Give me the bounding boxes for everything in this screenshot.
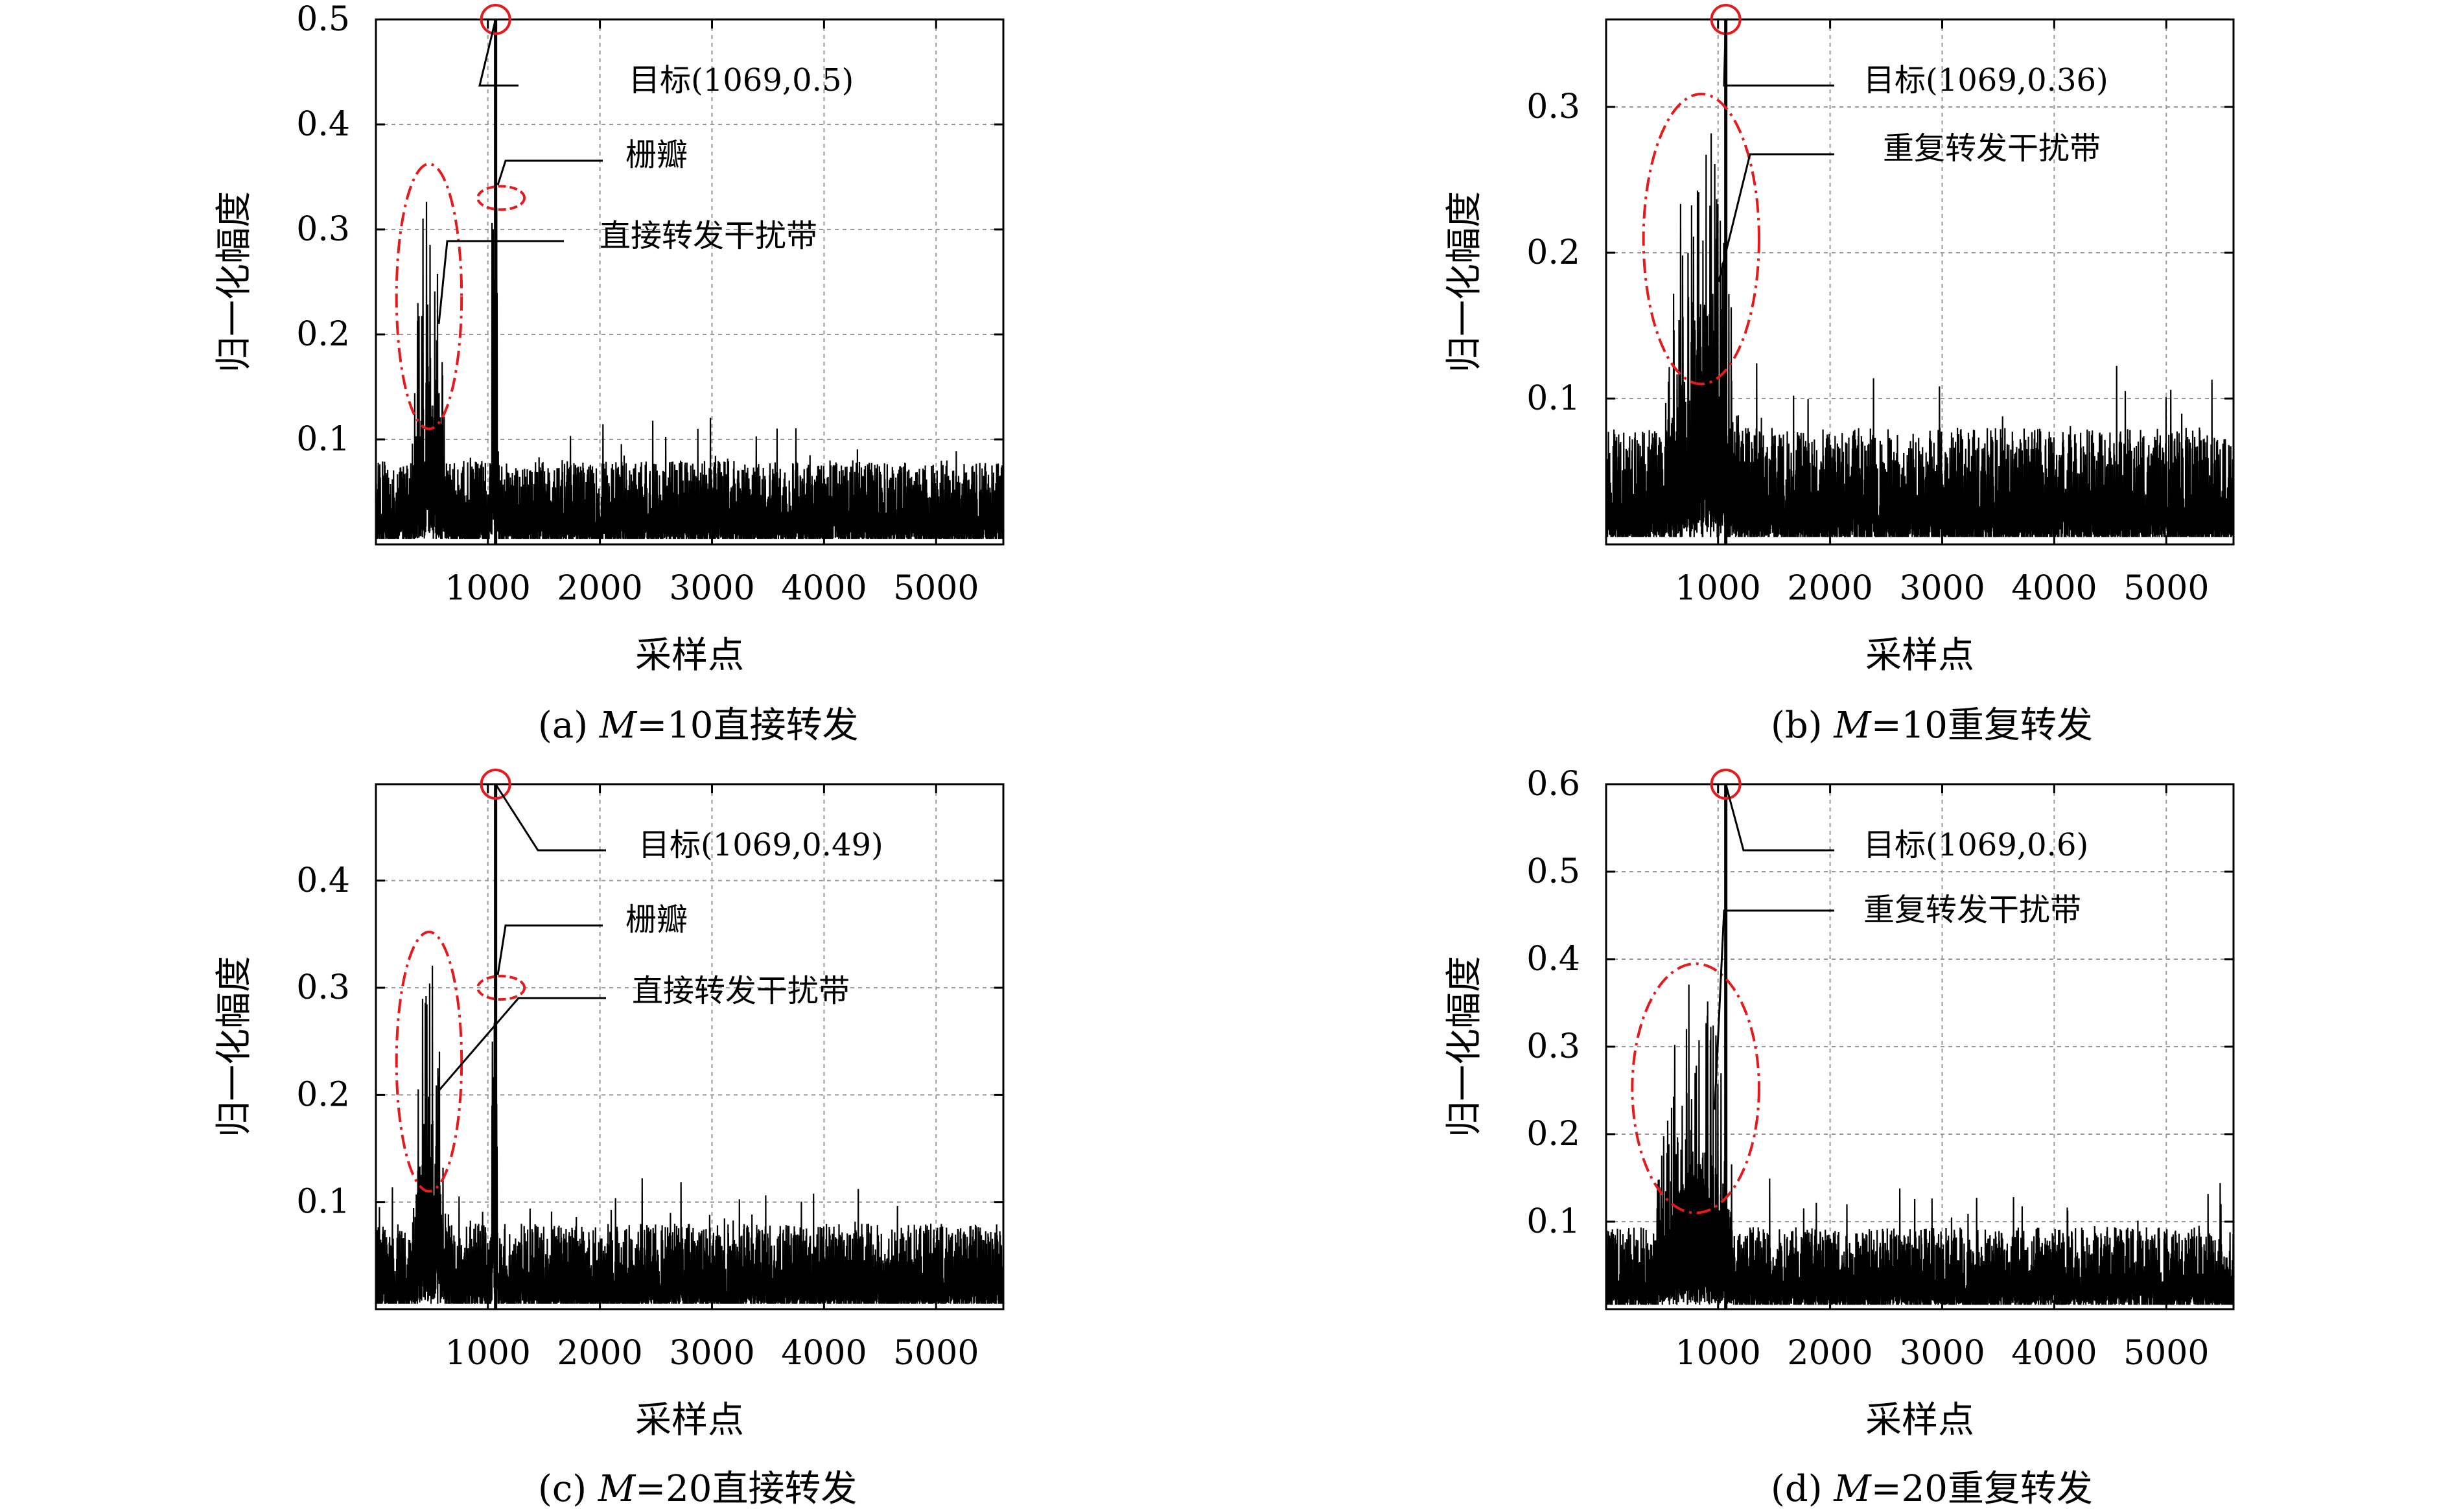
plot-frame-b — [1605, 18, 2235, 546]
target-marker-c — [480, 769, 511, 800]
signal-trace-d — [1605, 784, 2235, 1305]
grating-label-a: 栅瓣 — [625, 137, 688, 173]
x-tick-label-b: 4000 — [2011, 569, 2097, 608]
jamming-band-ellipse-c — [395, 930, 463, 1193]
y-tick-label-d: 0.5 — [1526, 852, 1580, 891]
y-tick-label-a: 0.3 — [296, 210, 350, 249]
band-leader-d — [1713, 909, 1834, 1110]
band-label-c: 直接转发干扰带 — [632, 973, 850, 1009]
caption-d: (d) M=20重复转发 — [1771, 1468, 2093, 1510]
y-tick-label-a: 0.2 — [296, 315, 350, 354]
y-tick-label-c: 0.4 — [296, 861, 350, 900]
target-leader-d — [1725, 784, 1834, 852]
band-leader-a — [438, 240, 564, 324]
target-marker-d — [1710, 769, 1742, 800]
band-label-b: 重复转发干扰带 — [1883, 130, 2101, 167]
x-tick-label-a: 5000 — [893, 569, 979, 608]
signal-trace-a — [375, 19, 1005, 539]
plot-frame-a — [375, 18, 1005, 546]
y-tick-label-c: 0.3 — [296, 968, 350, 1007]
band-leader-c — [438, 997, 606, 1091]
y-tick-label-a: 0.5 — [296, 0, 350, 39]
jamming-band-ellipse-b — [1642, 93, 1760, 386]
caption-c: (c) M=20直接转发 — [538, 1468, 858, 1510]
band-label-a: 直接转发干扰带 — [600, 218, 817, 254]
caption-b: (b) M=10重复转发 — [1771, 704, 2093, 747]
y-axis-label-b: 归一化幅度 — [1443, 191, 1486, 373]
y-tick-label-d: 0.4 — [1526, 940, 1580, 979]
y-tick-label-a: 0.1 — [296, 420, 350, 459]
target-label-a: 目标(1069,0.5) — [629, 62, 854, 99]
signal-trace-c — [375, 784, 1005, 1304]
grating-leader-c — [496, 924, 603, 975]
y-tick-label-d: 0.3 — [1526, 1027, 1580, 1066]
y-tick-label-d: 0.1 — [1526, 1202, 1580, 1241]
x-tick-label-c: 1000 — [445, 1334, 531, 1373]
x-tick-label-c: 5000 — [893, 1334, 979, 1373]
x-tick-label-a: 2000 — [557, 569, 642, 608]
target-leader-a — [478, 19, 519, 87]
caption-a: (a) M=10直接转发 — [538, 704, 859, 747]
y-tick-label-d: 0.6 — [1526, 765, 1580, 804]
target-leader-b — [1723, 19, 1834, 87]
x-tick-label-d: 4000 — [2011, 1334, 2097, 1373]
x-tick-label-c: 4000 — [781, 1334, 867, 1373]
x-axis-label-c: 采样点 — [635, 1399, 744, 1441]
y-tick-label-c: 0.2 — [296, 1075, 350, 1114]
x-tick-label-b: 3000 — [1899, 569, 1985, 608]
x-tick-label-a: 1000 — [445, 569, 531, 608]
grating-lobe-ellipse-a — [476, 185, 526, 211]
grating-lobe-ellipse-c — [476, 975, 526, 1001]
y-axis-label-d: 归一化幅度 — [1443, 956, 1486, 1137]
x-tick-label-c: 2000 — [557, 1334, 642, 1373]
y-axis-label-a: 归一化幅度 — [213, 191, 255, 373]
x-tick-label-d: 1000 — [1675, 1334, 1761, 1373]
plot-frame-c — [375, 783, 1005, 1310]
target-leader-c — [495, 784, 606, 852]
grating-label-c: 栅瓣 — [625, 901, 688, 938]
target-label-d: 目标(1069,0.6) — [1863, 827, 2088, 863]
x-tick-label-b: 5000 — [2123, 569, 2209, 608]
x-tick-label-d: 3000 — [1899, 1334, 1985, 1373]
x-axis-label-a: 采样点 — [635, 634, 744, 677]
y-tick-label-b: 0.1 — [1526, 379, 1580, 418]
x-tick-label-b: 1000 — [1675, 569, 1761, 608]
target-label-b: 目标(1069,0.36) — [1863, 62, 2108, 99]
jamming-band-ellipse-d — [1631, 962, 1760, 1215]
x-tick-label-c: 3000 — [669, 1334, 754, 1373]
y-tick-label-b: 0.3 — [1526, 87, 1580, 126]
x-tick-label-a: 4000 — [781, 569, 867, 608]
x-axis-label-d: 采样点 — [1865, 1399, 1974, 1441]
grating-leader-a — [496, 159, 603, 185]
signal-trace-b — [1605, 19, 2235, 537]
y-tick-label-b: 0.2 — [1526, 233, 1580, 272]
band-leader-b — [1718, 153, 1834, 283]
x-tick-label-a: 3000 — [669, 569, 754, 608]
target-label-c: 目标(1069,0.49) — [638, 827, 883, 863]
y-tick-label-c: 0.1 — [296, 1183, 350, 1222]
x-axis-label-b: 采样点 — [1865, 634, 1974, 677]
x-tick-label-b: 2000 — [1787, 569, 1872, 608]
x-tick-label-d: 2000 — [1787, 1334, 1872, 1373]
y-tick-label-d: 0.2 — [1526, 1115, 1580, 1154]
y-axis-label-c: 归一化幅度 — [213, 956, 255, 1137]
x-tick-label-d: 5000 — [2123, 1334, 2209, 1373]
band-label-d: 重复转发干扰带 — [1863, 892, 2081, 928]
target-marker-a — [480, 4, 511, 35]
jamming-band-ellipse-a — [395, 163, 463, 430]
y-tick-label-a: 0.4 — [296, 105, 350, 144]
